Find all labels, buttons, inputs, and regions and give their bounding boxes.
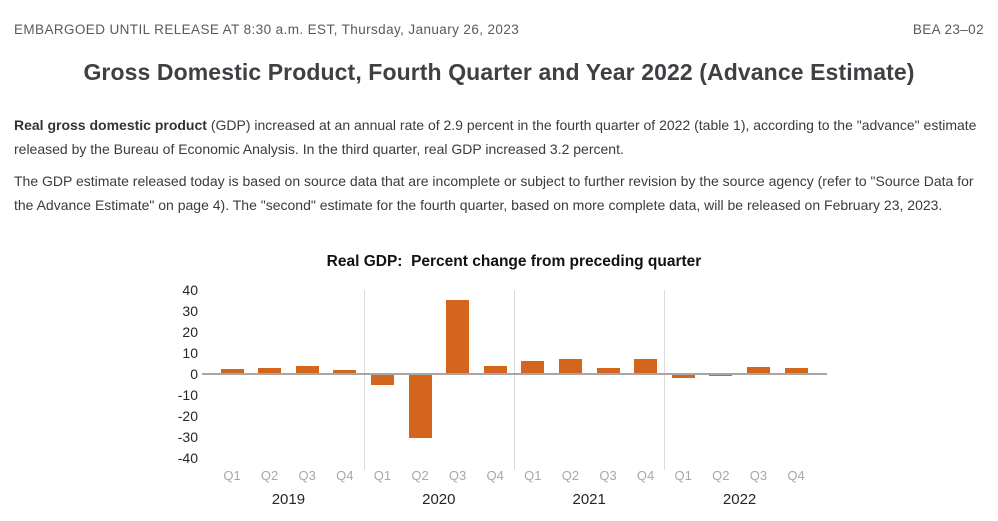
embargo-notice: EMBARGOED UNTIL RELEASE AT 8:30 a.m. EST…	[14, 22, 520, 37]
quarter-label: Q2	[712, 468, 730, 483]
gdp-bar	[221, 369, 244, 374]
gdp-bar	[484, 365, 507, 374]
intro-paragraph: Real gross domestic product (GDP) increa…	[14, 113, 984, 161]
quarter-label: Q2	[561, 468, 580, 483]
year-label: 2019	[271, 491, 306, 508]
quarter-label: Q1	[524, 468, 542, 483]
gdp-bar	[258, 368, 281, 374]
release-number: BEA 23–02	[912, 22, 984, 37]
document-header: EMBARGOED UNTIL RELEASE AT 8:30 a.m. EST…	[14, 22, 984, 37]
y-axis: 40 30 20 10 0 -10 -20 -30 -40	[161, 282, 205, 466]
gdp-bar	[333, 370, 356, 374]
gdp-bar	[521, 360, 544, 374]
gdp-bar	[296, 366, 319, 374]
gdp-bar	[672, 375, 695, 379]
quarter-label: Q2	[411, 468, 429, 483]
quarter-label: Q4	[636, 468, 655, 483]
gdp-bar	[747, 367, 770, 374]
plot-area: Q1 Q2 Q3 Q4 Q1 Q2 Q3 Q4 Q1 Q2 Q3 Q4 Q1 Q2 Q3 Q4 2019 2020…	[202, 290, 827, 508]
year-separator-line	[363, 290, 365, 470]
gdp-bar	[597, 368, 620, 374]
year-separator-line	[514, 290, 515, 470]
quarter-label: Q4	[486, 468, 504, 483]
y-axis-tick-label: 40	[182, 282, 198, 298]
y-axis-tick-label: -10	[177, 387, 198, 403]
quarter-label: Q4	[787, 468, 805, 483]
gdp-bar	[634, 359, 657, 374]
y-axis-tick-label: -20	[177, 408, 198, 424]
gdp-bar	[371, 375, 394, 385]
quarter-label: Q3	[599, 468, 617, 483]
gdp-bar	[409, 375, 432, 438]
year-label: 2021	[572, 491, 606, 508]
quarter-label: Q2	[260, 468, 279, 483]
quarter-label: Q1	[373, 468, 392, 483]
y-axis-tick-label: -40	[177, 450, 198, 466]
quarter-label: Q4	[336, 468, 354, 483]
chart-plot-wrapper: 40 30 20 10 0 -10 -20 -30 -40 Q1 Q2 Q3 Q4 Q1 Q2 Q3 Q4 Q1…	[14, 282, 984, 508]
gdp-bar	[559, 359, 582, 374]
y-axis-tick-label: 10	[182, 345, 198, 361]
quarter-label: Q3	[448, 468, 467, 483]
quarter-label: Q1	[223, 468, 241, 483]
y-axis-tick-label: 20	[182, 324, 198, 340]
y-axis-tick-label: 30	[182, 303, 198, 319]
quarter-label: Q3	[749, 468, 768, 483]
lead-bold-text: Real gross domestic product	[14, 117, 207, 133]
y-axis-tick-label: -30	[177, 429, 198, 445]
quarter-label: Q1	[674, 468, 692, 483]
chart-title: Real GDP: Percent change from preceding …	[326, 253, 702, 270]
real-gdp-bar-chart: Real GDP: Percent change from preceding …	[14, 253, 984, 508]
revision-paragraph: The GDP estimate released today is based…	[14, 173, 974, 213]
y-axis-tick-label: 0	[190, 366, 198, 382]
page-title: Gross Domestic Product, Fourth Quarter a…	[83, 59, 915, 85]
x-axis-line	[202, 373, 827, 375]
gdp-bar	[709, 375, 732, 377]
year-separator-line	[664, 290, 666, 470]
year-label: 2020	[422, 491, 456, 508]
quarter-label: Q3	[298, 468, 316, 483]
gdp-bar	[785, 367, 808, 374]
gdp-bar	[446, 299, 469, 374]
intro-paragraph-text: (GDP) increased at an annual rate of 2.9…	[14, 117, 977, 157]
year-label: 2022	[722, 491, 757, 508]
